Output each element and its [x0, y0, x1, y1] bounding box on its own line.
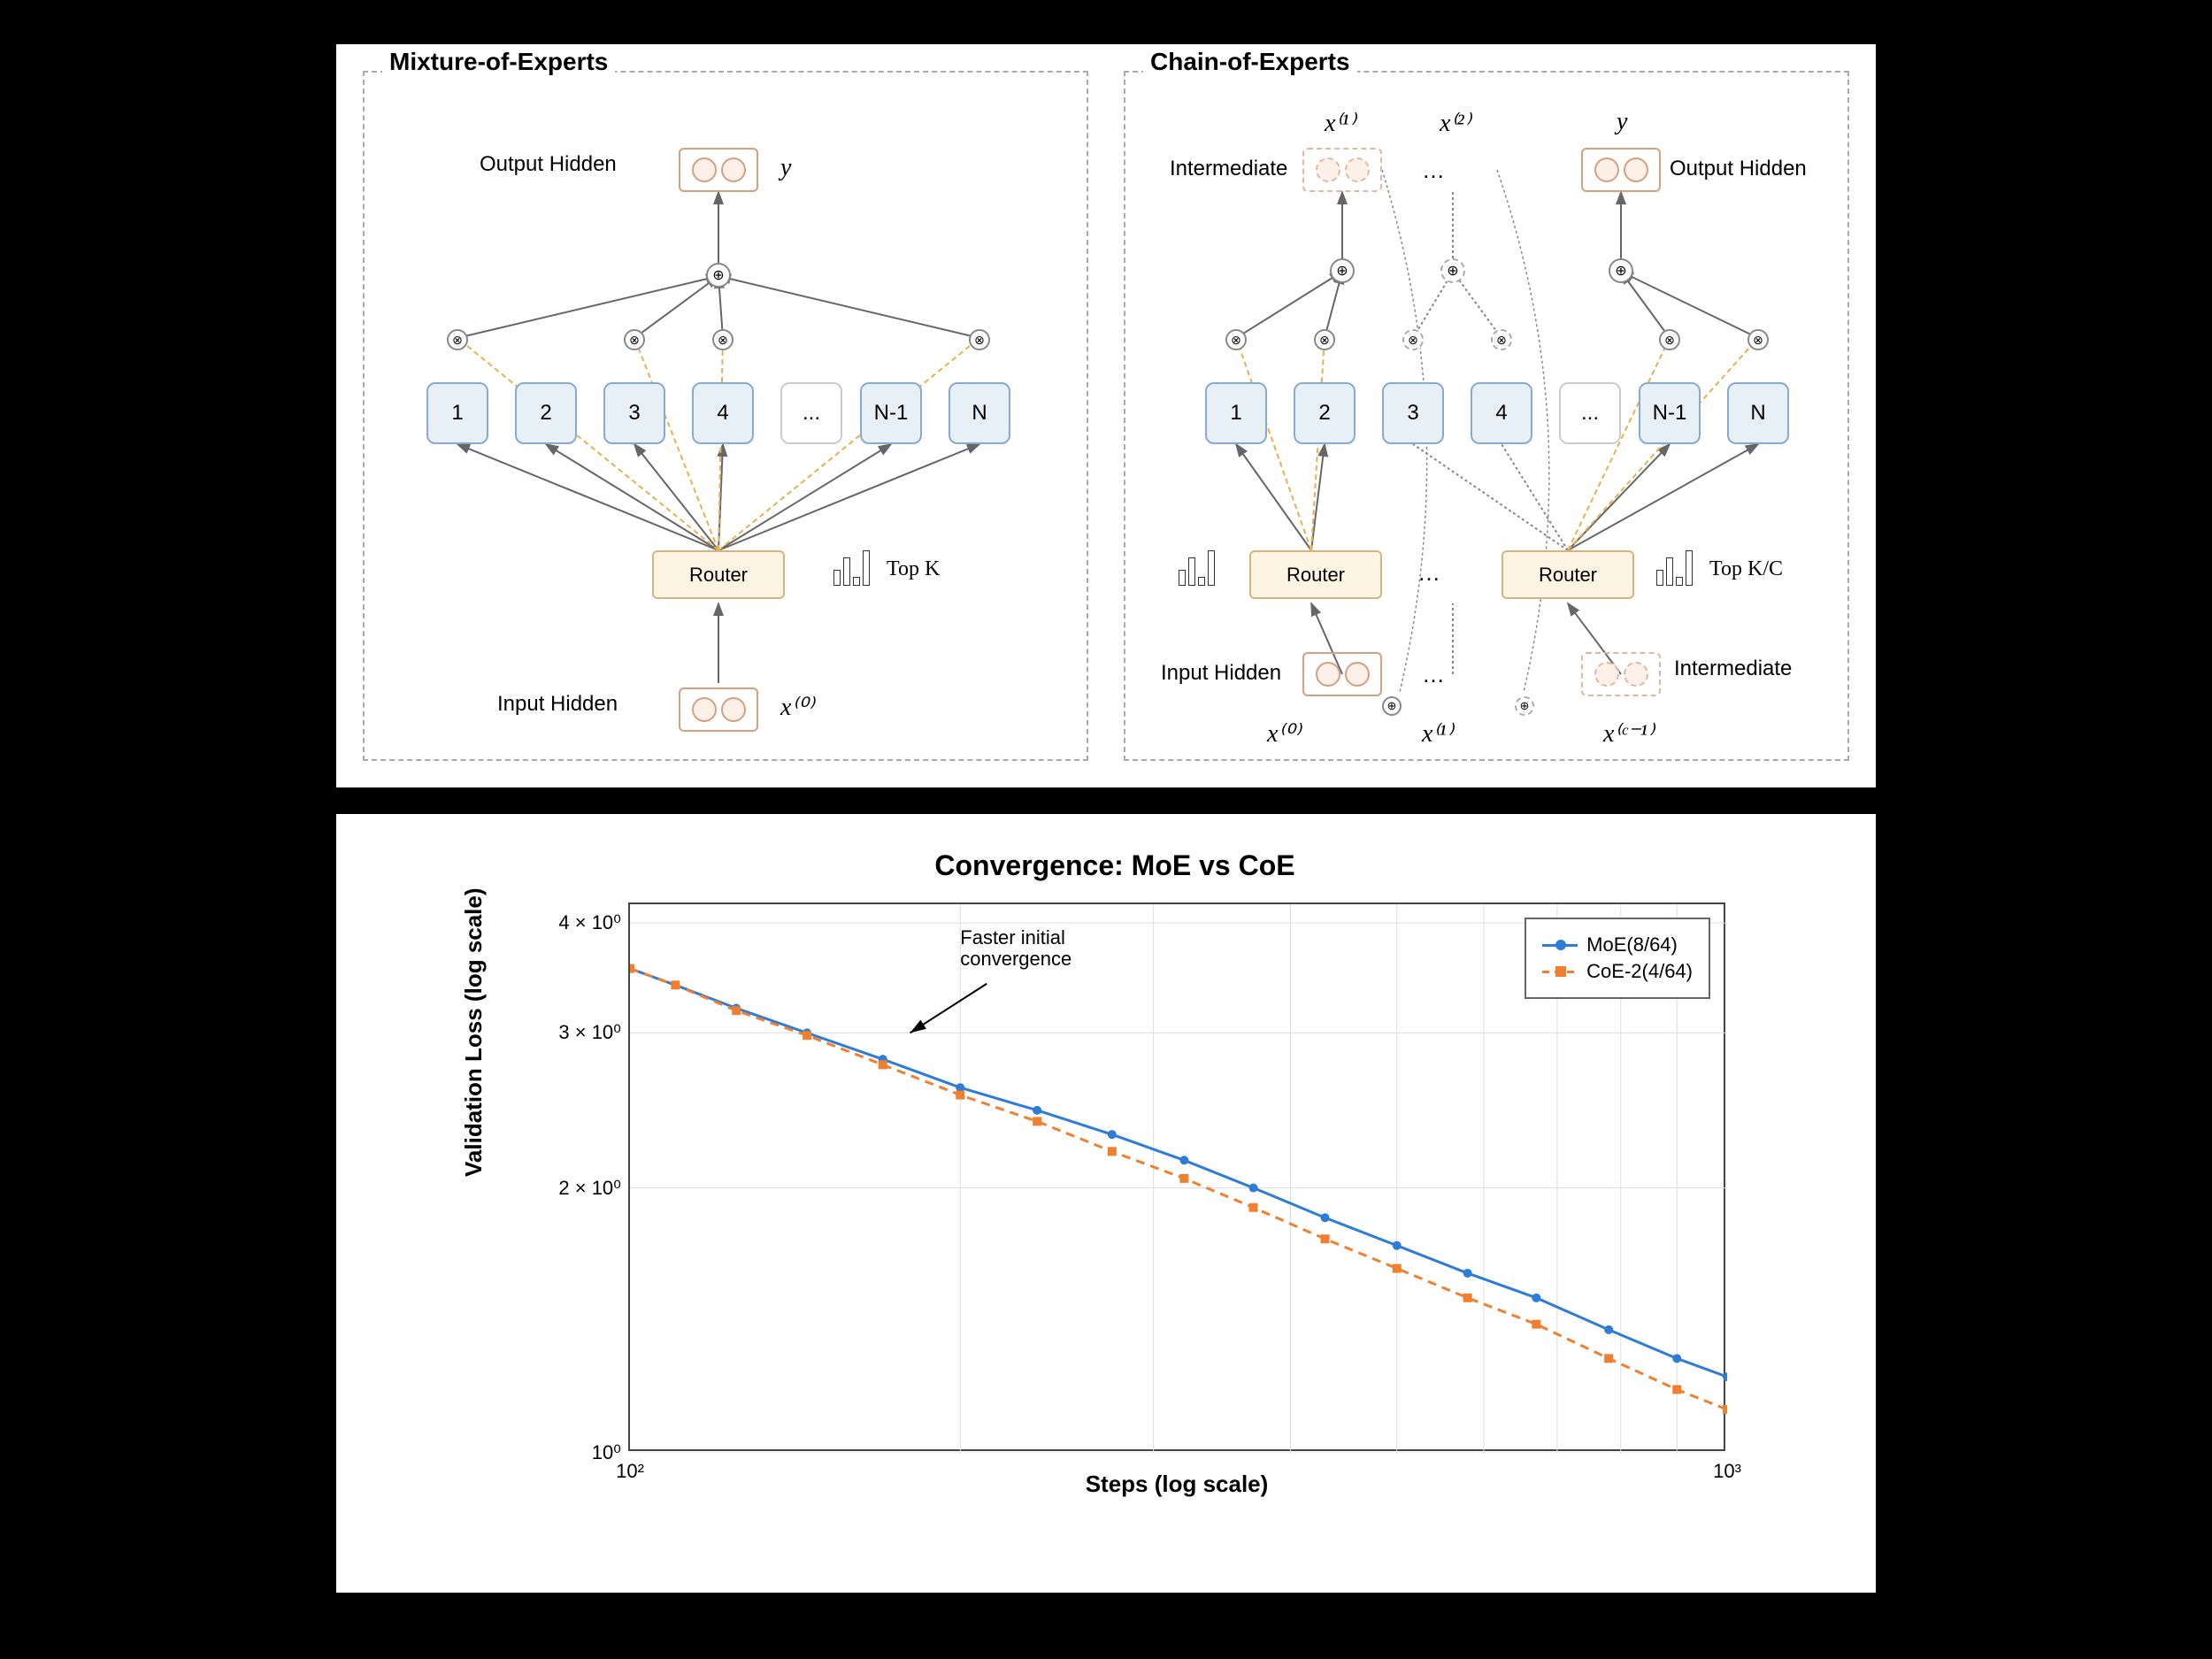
chart-legend: MoE(8/64) CoE-2(4/64): [1525, 918, 1710, 999]
coe-x2: x⁽²⁾: [1440, 108, 1471, 138]
mult-icon: ⊗: [624, 329, 645, 350]
expert-2: 2: [515, 382, 577, 444]
convergence-chart: Convergence: MoE vs CoE Validation Loss …: [469, 849, 1761, 1522]
moe-output-box: [679, 148, 758, 192]
ellipsis-icon: …: [1422, 661, 1445, 688]
coe-x0: x⁽⁰⁾: [1267, 718, 1300, 749]
coe-expert-3: 3: [1382, 382, 1444, 444]
topk-label: Top K: [887, 557, 940, 581]
mult-icon: ⊗: [1747, 329, 1769, 350]
coe-diagram: Chain-of-Experts: [1124, 71, 1849, 761]
plot-area: Steps (log scale) Faster initialconverge…: [628, 902, 1725, 1451]
legend-coe-label: CoE-2(4/64): [1586, 960, 1693, 983]
coe-y: y: [1617, 108, 1627, 136]
mult-icon: ⊗: [969, 329, 990, 350]
coe-combine2: ⊕: [1440, 258, 1465, 283]
ytick-label: 4 × 10⁰: [524, 911, 621, 934]
chart-xlabel: Steps (log scale): [630, 1471, 1724, 1498]
moe-y-var: y: [780, 154, 791, 182]
coe-add2: ⊕: [1515, 696, 1534, 716]
moe-diagram: Mixture-of-Experts: [363, 71, 1088, 761]
coe-title: Chain-of-Experts: [1143, 48, 1357, 76]
chart-ylabel: Validation Loss (log scale): [460, 887, 488, 1177]
expert-n: N: [949, 382, 1010, 444]
coe-interm-label2: Intermediate: [1674, 657, 1792, 681]
moe-title: Mixture-of-Experts: [382, 48, 615, 76]
coe-add1: ⊕: [1382, 696, 1402, 716]
coe-input-label: Input Hidden: [1161, 661, 1281, 686]
ytick-label: 10⁰: [524, 1441, 621, 1464]
mult-icon: ⊗: [1225, 329, 1247, 350]
coe-expert-ellipsis: ...: [1559, 382, 1621, 444]
svg-text:Faster initial: Faster initial: [960, 926, 1065, 949]
mult-icon: ⊗: [1402, 329, 1424, 350]
coe-input-box: [1302, 652, 1382, 696]
coe-router-c: Router: [1502, 550, 1634, 599]
moe-router: Router: [652, 550, 785, 599]
moe-output-label: Output Hidden: [480, 152, 617, 177]
legend-coe: CoE-2(4/64): [1542, 960, 1693, 983]
bar-chart-icon: [1656, 550, 1693, 586]
chart-panel: Convergence: MoE vs CoE Validation Loss …: [336, 814, 1876, 1593]
moe-input-label: Input Hidden: [497, 692, 618, 717]
mult-icon: ⊗: [1659, 329, 1680, 350]
expert-ellipsis: ...: [780, 382, 842, 444]
legend-moe-label: MoE(8/64): [1586, 933, 1678, 956]
expert-n1: N-1: [860, 382, 922, 444]
legend-moe: MoE(8/64): [1542, 933, 1693, 956]
xtick-label: 10²: [616, 1460, 644, 1483]
diagrams-panel: Mixture-of-Experts: [336, 44, 1876, 787]
coe-router-1: Router: [1249, 550, 1382, 599]
mult-icon: ⊗: [447, 329, 468, 350]
expert-3: 3: [603, 382, 665, 444]
mult-icon: ⊗: [712, 329, 733, 350]
coe-interm-bottom: [1581, 652, 1661, 696]
coe-output-label: Output Hidden: [1670, 157, 1807, 181]
bar-chart-icon: [1179, 550, 1215, 586]
coe-expert-2: 2: [1294, 382, 1356, 444]
mult-icon: ⊗: [1314, 329, 1335, 350]
coe-expert-n1: N-1: [1639, 382, 1701, 444]
expert-4: 4: [692, 382, 754, 444]
coe-interm-box1: [1302, 148, 1382, 192]
xtick-label: 10³: [1713, 1460, 1741, 1483]
coe-combine1: ⊕: [1330, 258, 1355, 283]
coe-expert-n: N: [1727, 382, 1789, 444]
svg-text:convergence: convergence: [960, 948, 1071, 970]
coe-expert-1: 1: [1205, 382, 1267, 444]
coe-xc1: x⁽ᶜ⁻¹⁾: [1603, 718, 1654, 749]
coe-x1: x⁽¹⁾: [1325, 108, 1356, 138]
moe-combine-node: ⊕: [706, 263, 731, 288]
coe-output-box: [1581, 148, 1661, 192]
coe-x1b: x⁽¹⁾: [1422, 718, 1453, 749]
expert-1: 1: [426, 382, 488, 444]
coe-interm-label: Intermediate: [1170, 157, 1287, 181]
ytick-label: 2 × 10⁰: [524, 1177, 621, 1200]
ellipsis-icon: …: [1422, 157, 1445, 184]
bar-chart-icon: [833, 550, 870, 586]
moe-x0-var: x⁽⁰⁾: [780, 692, 813, 722]
coe-combine3: ⊕: [1609, 258, 1633, 283]
topkc-label: Top K/C: [1709, 557, 1783, 581]
chart-title: Convergence: MoE vs CoE: [469, 849, 1761, 882]
mult-icon: ⊗: [1491, 329, 1512, 350]
coe-expert-4: 4: [1471, 382, 1532, 444]
ellipsis-icon: …: [1417, 559, 1440, 587]
ytick-label: 3 × 10⁰: [524, 1021, 621, 1044]
moe-input-box: [679, 687, 758, 732]
